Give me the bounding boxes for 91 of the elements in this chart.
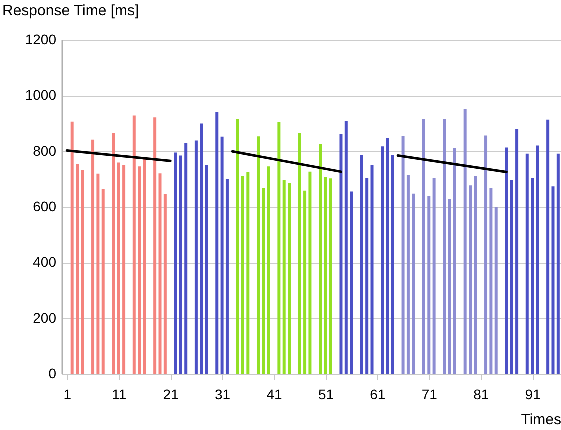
bar bbox=[344, 120, 348, 374]
y-axis-title: Response Time [ms] bbox=[2, 2, 140, 20]
bar bbox=[70, 122, 74, 374]
bar bbox=[122, 165, 126, 374]
x-tick-label: 21 bbox=[163, 386, 180, 402]
bar bbox=[412, 194, 416, 374]
y-tick-label: 0 bbox=[48, 366, 57, 382]
bar bbox=[205, 164, 208, 374]
bar bbox=[536, 146, 540, 374]
bar bbox=[138, 166, 142, 374]
bar bbox=[236, 119, 240, 374]
x-tick-label: 81 bbox=[474, 386, 490, 402]
bar bbox=[246, 172, 250, 374]
bar bbox=[304, 190, 307, 374]
bar bbox=[76, 164, 80, 374]
x-tick-label: 11 bbox=[112, 386, 127, 402]
bar bbox=[406, 174, 410, 374]
bar bbox=[102, 189, 105, 374]
x-axis-title: Times bbox=[521, 412, 561, 428]
x-tick-label: 61 bbox=[370, 386, 386, 402]
bar bbox=[262, 188, 266, 374]
bar bbox=[112, 133, 116, 374]
x-tick-label: 71 bbox=[422, 386, 438, 402]
bar bbox=[340, 134, 343, 374]
bar bbox=[81, 170, 84, 374]
bar bbox=[526, 154, 529, 374]
bar bbox=[143, 159, 146, 374]
y-tick-label: 400 bbox=[33, 254, 57, 270]
bar bbox=[453, 148, 456, 374]
bar bbox=[474, 176, 478, 374]
bar bbox=[256, 136, 260, 374]
x-tick-label: 31 bbox=[215, 386, 231, 402]
bar bbox=[194, 140, 198, 374]
bar bbox=[329, 178, 332, 374]
bar bbox=[552, 186, 555, 374]
bar bbox=[298, 133, 302, 374]
bar bbox=[505, 148, 508, 374]
bar bbox=[164, 194, 167, 374]
bar bbox=[220, 136, 224, 374]
bar bbox=[484, 136, 488, 374]
y-tick-label: 200 bbox=[33, 310, 57, 326]
bar bbox=[443, 119, 446, 374]
bar bbox=[132, 116, 136, 374]
bar bbox=[267, 166, 270, 374]
x-tick-label: 41 bbox=[266, 386, 283, 402]
bar bbox=[366, 178, 369, 374]
bar bbox=[174, 152, 178, 374]
bar bbox=[428, 196, 431, 374]
y-tick-label: 1200 bbox=[25, 32, 57, 48]
bar bbox=[282, 180, 286, 374]
bar bbox=[546, 120, 550, 374]
bar bbox=[184, 143, 188, 374]
bar bbox=[319, 144, 322, 374]
bar bbox=[391, 155, 394, 374]
bar bbox=[556, 154, 560, 374]
bar bbox=[402, 136, 405, 374]
x-tick-label: 51 bbox=[318, 386, 334, 402]
y-tick-label: 1000 bbox=[25, 87, 57, 104]
bar bbox=[422, 119, 426, 374]
bar bbox=[448, 199, 452, 374]
bar bbox=[464, 109, 467, 374]
bar bbox=[531, 178, 534, 374]
bar bbox=[308, 172, 312, 374]
bar bbox=[179, 156, 182, 374]
bar bbox=[92, 140, 95, 374]
bar bbox=[516, 129, 519, 374]
x-tick-label: 91 bbox=[525, 386, 542, 402]
x-tick-label: 1 bbox=[64, 386, 72, 402]
bar bbox=[288, 183, 292, 374]
bar bbox=[324, 177, 328, 374]
bar bbox=[490, 188, 493, 374]
bar bbox=[510, 180, 514, 374]
bar bbox=[200, 124, 204, 374]
bar bbox=[117, 162, 120, 374]
bar bbox=[158, 174, 162, 374]
bar bbox=[494, 208, 498, 374]
bar bbox=[360, 154, 364, 374]
bar bbox=[432, 178, 436, 374]
bar bbox=[469, 186, 472, 374]
bar bbox=[278, 122, 281, 374]
y-tick-label: 600 bbox=[33, 198, 57, 214]
bar bbox=[241, 176, 244, 374]
bar bbox=[154, 118, 157, 374]
bar bbox=[381, 146, 384, 374]
bar bbox=[216, 112, 219, 374]
bar bbox=[96, 174, 100, 374]
y-tick-label: 800 bbox=[33, 142, 57, 159]
bar bbox=[386, 138, 390, 374]
bar bbox=[370, 165, 374, 374]
bar bbox=[226, 179, 229, 374]
bar bbox=[350, 192, 354, 374]
